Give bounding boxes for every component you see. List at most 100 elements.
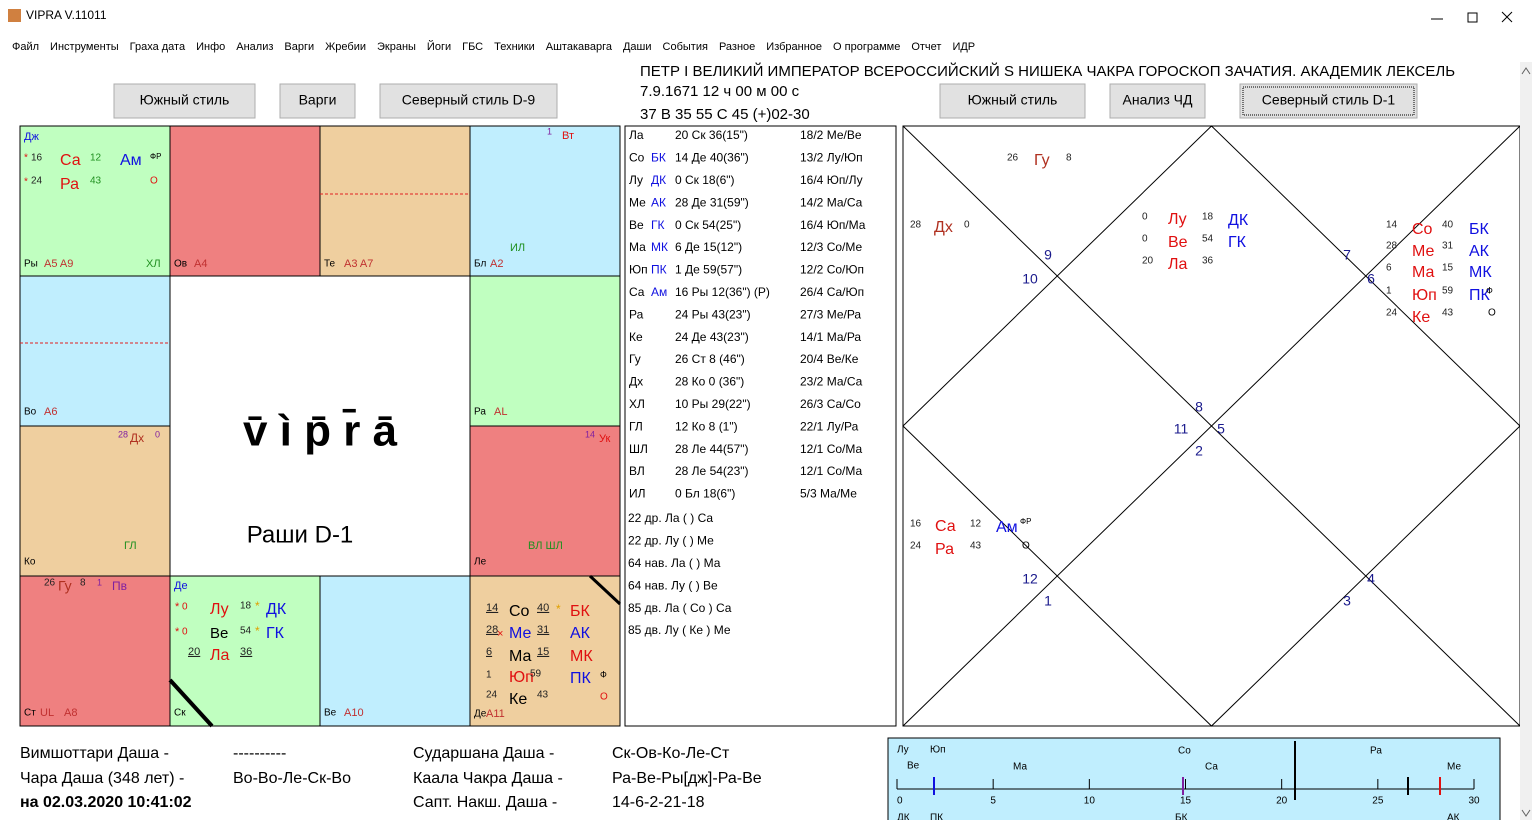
chart-label: Ме (509, 625, 532, 642)
chart-label: * (556, 602, 561, 616)
button-label[interactable]: Южный стиль (140, 92, 230, 108)
menu-item[interactable]: О программе (833, 41, 900, 53)
timeline-panel (887, 737, 1501, 820)
chart-label: 43 (90, 176, 102, 187)
chart-label: ГК (1228, 234, 1247, 251)
chart-label: 28 (486, 624, 498, 636)
sign-cell (319, 125, 471, 277)
scrollbar[interactable] (1520, 62, 1532, 820)
timeline-label: Ра (1370, 746, 1382, 757)
chart-label: Дх (934, 219, 953, 236)
karaka-tag: АК (651, 195, 666, 209)
planet-dignity: 22/1 Лу/Ра (800, 419, 859, 433)
button-label[interactable]: Анализ ЧД (1123, 92, 1193, 108)
chart-label: Во (24, 407, 37, 418)
dasha-text: на 02.03.2020 10:41:02 (20, 794, 192, 811)
planet-dignity: 27/3 Ме/Ра (800, 307, 861, 321)
house-number: 6 (1367, 271, 1375, 287)
chart-label: Ра (935, 541, 954, 558)
chart-label: Ра (60, 176, 79, 193)
chart-label: 43 (537, 690, 549, 701)
chart-label: Ла (210, 647, 230, 664)
button[interactable] (939, 83, 1086, 119)
chart-label: * (24, 177, 28, 188)
menu-item[interactable]: Техники (494, 41, 535, 53)
planet-name: Юп (629, 263, 648, 277)
planet-dignity: 26/4 Са/Юп (800, 285, 864, 299)
button[interactable] (113, 83, 256, 119)
chart-label: Дж (24, 131, 39, 143)
chart-label: A8 (64, 707, 77, 719)
chart-label: Ве (1168, 234, 1188, 251)
button[interactable] (1239, 83, 1418, 119)
scroll-down[interactable] (1521, 809, 1531, 817)
chart-label: Ук (599, 433, 610, 445)
planet-name: Са (629, 285, 645, 299)
planet-dignity: 16/4 Юп/Ма (800, 218, 866, 232)
planet-name: Ра (629, 307, 644, 321)
planet-degree: 0 Бл 18(6") (675, 487, 735, 501)
menu-item[interactable]: Избранное (766, 41, 822, 53)
chart-label: 1 (486, 670, 492, 681)
chart-label: 40 (1442, 220, 1454, 231)
chart-label: Ам (996, 519, 1018, 536)
menu-item[interactable]: События (663, 41, 708, 53)
chart-label: О (150, 176, 158, 187)
menu-item[interactable]: Инфо (196, 41, 225, 53)
timeline-tick-label: 10 (1084, 796, 1096, 807)
planet-dignity: 23/2 Ма/Са (800, 375, 863, 389)
planet-degree: 28 Ко 0 (36") (675, 375, 744, 389)
house-number: 12 (1022, 571, 1038, 587)
position-note: 22 др. Ла ( ) Са (628, 511, 713, 525)
button[interactable] (379, 83, 558, 119)
menu-item[interactable]: Отчет (911, 41, 941, 53)
dasha-text: Сапт. Накш. Даша - (413, 794, 557, 811)
menu-item[interactable]: Экраны (377, 41, 416, 53)
chart-label: Бл (474, 259, 486, 270)
planet-degree: 1 Де 59(57") (675, 263, 742, 277)
chart-label: Пв (112, 579, 127, 593)
menu-item[interactable]: Жребии (325, 41, 366, 53)
menu-item[interactable]: Инструменты (50, 41, 119, 53)
chart-label: Ф (1486, 285, 1493, 295)
button-label[interactable]: Северный стиль D-1 (1262, 92, 1396, 108)
button-label[interactable]: Северный стиль D-9 (402, 92, 536, 108)
button-label[interactable]: Варги (299, 92, 337, 108)
menu-item[interactable]: Варги (284, 41, 314, 53)
chart-label: * (175, 626, 180, 638)
planet-dignity: 12/3 Со/Ме (800, 240, 862, 254)
dasha-text: Ра-Ве-Ры[дж]-Ра-Ве (612, 770, 762, 787)
menu-item[interactable]: Аштакаварга (546, 41, 613, 53)
menu-item[interactable]: Граха дата (130, 41, 186, 53)
button[interactable] (279, 83, 356, 119)
planet-degree: 24 Де 43(23") (675, 330, 749, 344)
menu-item[interactable]: Разное (719, 41, 755, 53)
menu-item[interactable]: Анализ (236, 41, 273, 53)
button-label[interactable]: Южный стиль (968, 92, 1058, 108)
chart-label: 1 (97, 577, 102, 587)
menu-item[interactable]: Файл (12, 41, 39, 53)
house-number: 11 (1174, 421, 1189, 437)
sign-cell (169, 575, 321, 727)
position-note: 64 нав. Ла ( ) Ма (628, 556, 721, 570)
scroll-up[interactable] (1521, 67, 1531, 75)
chart-label: 15 (1442, 263, 1454, 274)
menu-item[interactable]: Даши (623, 41, 652, 53)
menu-item[interactable]: ГБС (462, 41, 483, 53)
chart-label: Со (509, 603, 530, 620)
menu-item[interactable]: ИДР (952, 41, 975, 53)
maximize[interactable] (1467, 12, 1478, 23)
chart-label: 40 (537, 602, 549, 614)
planet-degree: 16 Ры 12(36") (Р) (675, 285, 770, 299)
chart-lines (902, 125, 1521, 727)
center-cell (169, 275, 471, 577)
sign-cell (19, 125, 171, 277)
positions-panel (624, 125, 897, 727)
chart-label: UL (40, 707, 54, 719)
menu-item[interactable]: Йоги (427, 40, 451, 53)
chart-label: 1 (547, 126, 552, 136)
button[interactable] (1109, 83, 1206, 119)
chart-label: 8 (80, 578, 86, 589)
chart-label: A3 A7 (344, 258, 373, 270)
close[interactable] (1501, 11, 1513, 23)
